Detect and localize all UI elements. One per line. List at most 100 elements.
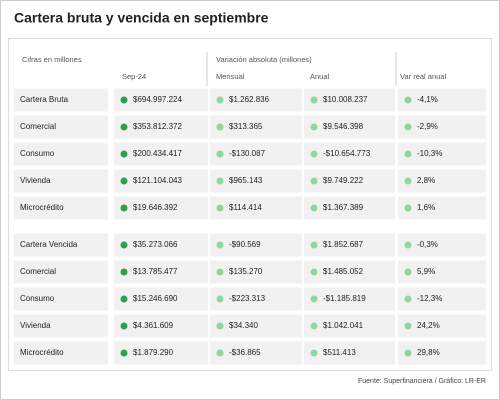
- cell-value: $34.340: [229, 321, 258, 330]
- status-dot: [120, 150, 128, 158]
- cell-value: -10,3%: [417, 149, 442, 158]
- row-label: Microcrédito: [20, 203, 64, 212]
- status-dot: [404, 349, 412, 357]
- cell-bg: [304, 260, 395, 284]
- status-dot: [120, 322, 128, 330]
- cell-value: -$1.185.819: [323, 294, 366, 303]
- status-dot: [216, 204, 224, 212]
- status-dot: [216, 349, 224, 357]
- row-label: Comercial: [20, 267, 56, 276]
- cell-value: 5,9%: [417, 267, 435, 276]
- cell-value: -0,3%: [417, 240, 438, 249]
- cell-value: $114.414: [229, 203, 262, 212]
- status-dot: [310, 96, 318, 104]
- cell-bg: [210, 196, 302, 220]
- cell-bg: [304, 196, 395, 220]
- title: Cartera bruta y vencida en septiembre: [14, 10, 269, 26]
- cell-bg: [114, 169, 208, 193]
- status-dot: [216, 241, 224, 249]
- cell-bg: [398, 314, 486, 338]
- cell-value: 2,8%: [417, 176, 435, 185]
- row-label: Comercial: [20, 122, 56, 131]
- cell-bg: [114, 287, 208, 311]
- cell-bg: [14, 196, 108, 220]
- cell-bg: [114, 88, 208, 112]
- cell-bg: [304, 341, 395, 365]
- status-dot: [310, 322, 318, 330]
- cell-bg: [210, 260, 302, 284]
- column-header: Mensual: [216, 72, 245, 81]
- cell-bg: [304, 142, 395, 166]
- cell-value: $965.143: [229, 176, 263, 185]
- cell-value: 24,2%: [417, 321, 440, 330]
- status-dot: [120, 268, 128, 276]
- cell-bg: [398, 169, 486, 193]
- status-dot: [120, 295, 128, 303]
- cell-value: -$90.569: [229, 240, 261, 249]
- status-dot: [120, 241, 128, 249]
- status-dot: [404, 204, 412, 212]
- cell-value: $511.413: [323, 348, 356, 357]
- status-dot: [216, 96, 224, 104]
- cell-bg: [210, 233, 302, 257]
- cell-bg: [210, 314, 302, 338]
- cell-bg: [304, 88, 395, 112]
- cell-bg: [14, 88, 108, 112]
- cell-bg: [210, 341, 302, 365]
- status-dot: [310, 204, 318, 212]
- cell-value: $1.879.290: [133, 348, 174, 357]
- cell-bg: [114, 341, 208, 365]
- status-dot: [404, 177, 412, 185]
- status-dot: [216, 268, 224, 276]
- cell-value: $200.434.417: [133, 149, 182, 158]
- cell-bg: [14, 314, 108, 338]
- cell-bg: [14, 169, 108, 193]
- cell-value: $1.485.052: [323, 267, 364, 276]
- cell-value: $1.852.687: [323, 240, 364, 249]
- source: Fuente: Superfinanciera / Gráfico: LR-ER: [358, 378, 486, 385]
- status-dot: [120, 96, 128, 104]
- cell-bg: [114, 314, 208, 338]
- cell-bg: [14, 260, 108, 284]
- row-label: Vivienda: [20, 321, 51, 330]
- cell-value: $1.042.041: [323, 321, 364, 330]
- row-label: Cartera Vencida: [20, 240, 78, 249]
- cell-bg: [210, 88, 302, 112]
- status-dot: [310, 268, 318, 276]
- header-label: Variación absoluta (millones): [216, 55, 312, 64]
- column-header: Anual: [310, 72, 330, 81]
- cell-bg: [114, 260, 208, 284]
- status-dot: [120, 204, 128, 212]
- cell-value: 1,6%: [417, 203, 435, 212]
- cell-bg: [114, 142, 208, 166]
- cell-bg: [210, 287, 302, 311]
- row-label: Consumo: [20, 294, 55, 303]
- status-dot: [310, 150, 318, 158]
- cell-bg: [14, 287, 108, 311]
- row-label: Microcrédito: [20, 348, 64, 357]
- cell-bg: [14, 341, 108, 365]
- cell-value: $9.749.222: [323, 176, 364, 185]
- cell-value: $694.997.224: [133, 95, 182, 104]
- cell-bg: [14, 115, 108, 139]
- status-dot: [404, 150, 412, 158]
- cell-value: $9.546.398: [323, 122, 364, 131]
- cell-bg: [210, 169, 302, 193]
- status-dot: [120, 349, 128, 357]
- cell-bg: [304, 287, 395, 311]
- cell-value: $10.008.237: [323, 95, 368, 104]
- column-header: Sep-24: [122, 72, 146, 81]
- status-dot: [216, 150, 224, 158]
- cell-value: -12,3%: [417, 294, 442, 303]
- cell-value: $121.104.043: [133, 176, 182, 185]
- status-dot: [404, 268, 412, 276]
- status-dot: [404, 241, 412, 249]
- status-dot: [216, 322, 224, 330]
- cell-bg: [398, 287, 486, 311]
- row-label: Consumo: [20, 149, 55, 158]
- cell-bg: [304, 314, 395, 338]
- cell-value: -$10.654.773: [323, 149, 371, 158]
- cell-bg: [398, 115, 486, 139]
- status-dot: [310, 295, 318, 303]
